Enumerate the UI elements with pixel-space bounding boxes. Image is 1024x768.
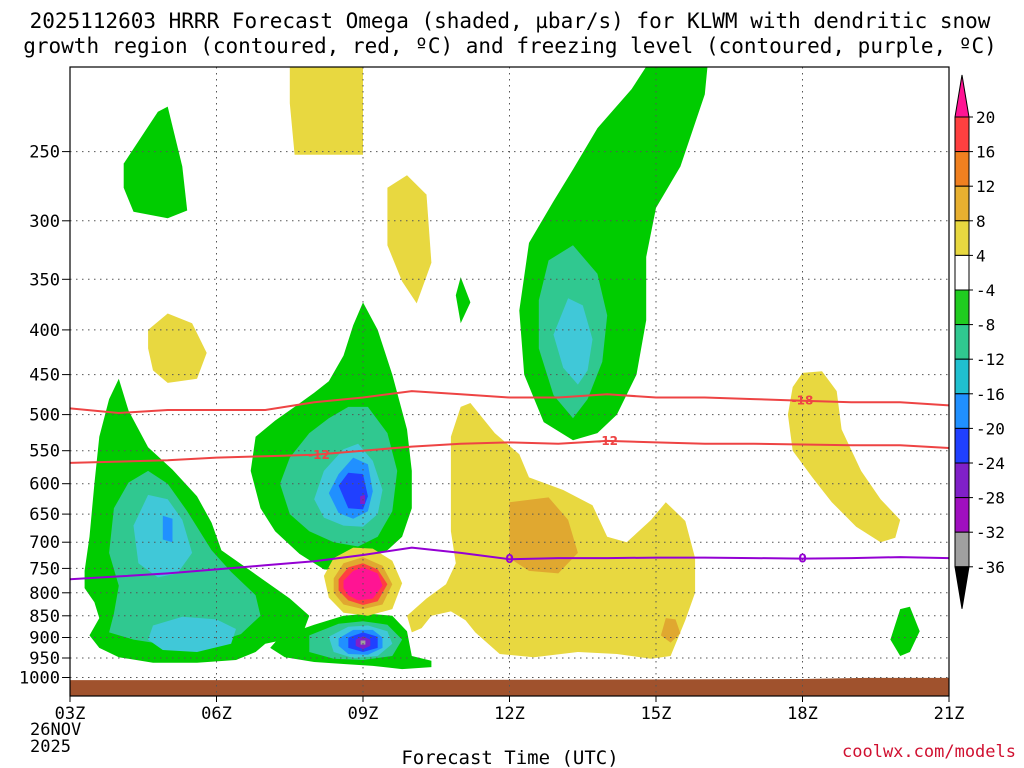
colorbar-label: -4 [976, 281, 995, 300]
y-tick-label: 400 [29, 321, 60, 341]
ground-surface [70, 677, 949, 696]
colorbar-box [954, 254, 970, 291]
x-tick-label: 18Z [787, 704, 818, 724]
contour-line [70, 439, 949, 464]
y-tick-label: 950 [29, 649, 60, 669]
y-tick-label: 850 [29, 607, 60, 627]
colorbar-box [954, 531, 970, 568]
colorbar-box [954, 497, 970, 533]
y-tick-label: 300 [29, 212, 60, 232]
y-tick-label: 350 [29, 270, 60, 290]
y-tick-label: 600 [29, 475, 60, 495]
y-tick-label: 650 [29, 505, 60, 525]
chart-title-line-1: 2025112603 HRRR Forecast Omega (shaded, … [30, 9, 991, 33]
colorbar-box [954, 151, 970, 187]
colorbar-box [954, 427, 970, 464]
date-line-2: 2025 [30, 737, 71, 757]
x-tick-label: 15Z [641, 704, 672, 724]
omega-region-orange [509, 497, 578, 574]
colorbar-top-arrow [954, 74, 970, 118]
gridlines [69, 67, 950, 696]
x-tick-label: 06Z [201, 704, 232, 724]
colorbar-label: 12 [976, 177, 995, 196]
omega-region-green [123, 106, 188, 219]
omega-region-cyan [553, 298, 593, 385]
colorbar-box [954, 324, 970, 360]
omega-region-cyan [148, 616, 236, 652]
omega-region-gray [360, 640, 366, 645]
x-tick-label: 21Z [934, 704, 965, 724]
x-tick-label: 12Z [494, 704, 525, 724]
x-tick-label: 03Z [55, 704, 86, 724]
contour-label: -12 [596, 434, 618, 448]
colorbar-label: 20 [976, 108, 995, 127]
ground-layer [70, 677, 949, 696]
x-axis-label: Forecast Time (UTC) [401, 747, 618, 768]
colorbar-label: -36 [976, 558, 1005, 577]
colorbar-box [954, 358, 970, 395]
y-tick-label: 500 [29, 406, 60, 426]
contour-line [70, 390, 949, 415]
colorbar: 20 16 12 8 4 -4 -8 -12 -16 -20 -24 -28 -32 -36 [954, 74, 1005, 609]
y-tick-label: 900 [29, 629, 60, 649]
omega-region-orange [660, 618, 681, 643]
colorbar-label: -8 [976, 316, 995, 335]
colorbar-label: -24 [976, 454, 1005, 473]
y-tick-label: 800 [29, 584, 60, 604]
y-axis-ticks: 2503003504004505005506006507007508008509… [19, 143, 70, 689]
x-axis-ticks: 03Z 06Z 09Z 12Z 15Z 18Z 21Z [55, 696, 965, 724]
contour-label: 0 [505, 552, 513, 566]
contour-label: -12 [308, 448, 330, 462]
y-tick-label: 1000 [19, 669, 60, 689]
chart-title-line-2: growth region (contoured, red, ºC) and f… [23, 34, 997, 58]
contour-label: 0 [798, 552, 806, 566]
y-tick-label: 700 [29, 533, 60, 553]
contour-label: -18 [792, 394, 814, 408]
omega-shading-layer [84, 67, 920, 670]
colorbar-box [954, 289, 970, 326]
colorbar-label: -12 [976, 350, 1005, 369]
x-tick-label: 09Z [348, 704, 379, 724]
colorbar-bottom-arrow [954, 566, 970, 609]
colorbar-label: -32 [976, 523, 1005, 542]
omega-region-yellow [289, 67, 363, 155]
omega-region-blue [162, 515, 173, 543]
colorbar-label: -16 [976, 385, 1005, 404]
colorbar-label: -28 [976, 489, 1005, 508]
y-tick-label: 450 [29, 366, 60, 386]
colorbar-label: -20 [976, 419, 1005, 438]
colorbar-box [954, 185, 970, 222]
colorbar-label: 16 [976, 143, 995, 162]
omega-region-green [455, 277, 471, 324]
omega-region-yellow [387, 175, 432, 304]
y-tick-label: 550 [29, 442, 60, 462]
colorbar-box [954, 116, 970, 153]
date-line-1: 26NOV [30, 720, 81, 740]
omega-region-green [890, 606, 920, 656]
colorbar-box [954, 393, 970, 429]
omega-region-yellow [787, 371, 901, 543]
omega-region-yellow [148, 313, 207, 383]
contour-line [70, 546, 949, 581]
colorbar-box [954, 220, 970, 256]
contour-layer: -18 -12 -12 0 0 [70, 390, 949, 581]
y-tick-label: 250 [29, 143, 60, 163]
colorbar-label: 4 [976, 246, 986, 265]
colorbar-label: 8 [976, 212, 986, 231]
y-tick-label: 750 [29, 559, 60, 579]
colorbar-box [954, 462, 970, 499]
credit-text: coolwx.com/models [842, 742, 1016, 762]
